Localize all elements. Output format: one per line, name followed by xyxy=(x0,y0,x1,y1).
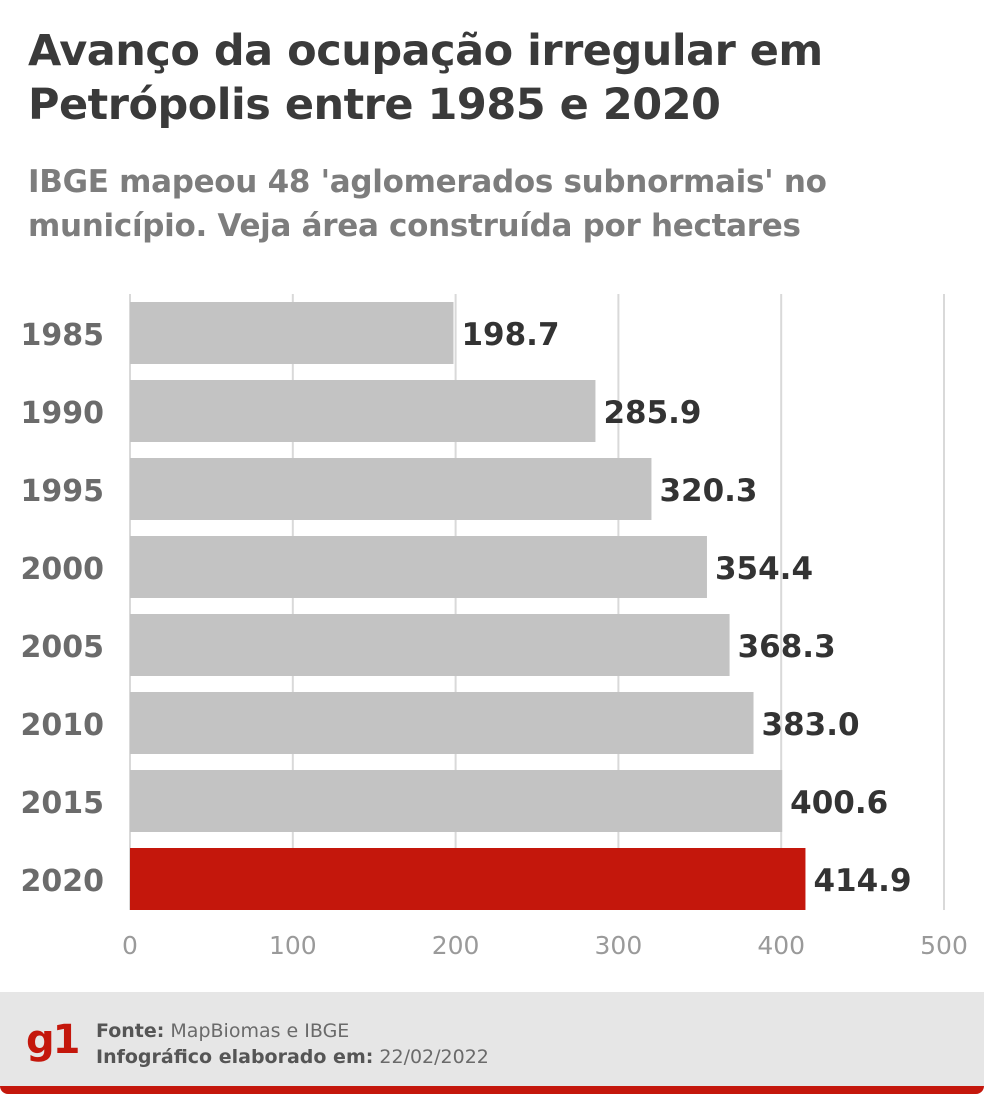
bar xyxy=(130,458,652,520)
y-tick-label: 1995 xyxy=(21,474,105,509)
bar xyxy=(130,848,806,910)
y-tick-label: 2005 xyxy=(21,630,105,665)
x-tick-label: 0 xyxy=(122,931,138,960)
date-value: 22/02/2022 xyxy=(379,1046,489,1068)
bar-value-label: 320.3 xyxy=(659,473,757,509)
x-tick-label: 500 xyxy=(920,931,968,960)
bar xyxy=(130,770,783,832)
bar-value-label: 400.6 xyxy=(790,785,888,821)
footer xyxy=(0,992,984,1086)
source-label: Fonte: xyxy=(96,1020,165,1042)
bar-value-label: 285.9 xyxy=(603,395,701,431)
x-tick-label: 300 xyxy=(595,931,643,960)
bar xyxy=(130,380,596,442)
y-tick-label: 1990 xyxy=(21,396,105,431)
bar-chart: 198.71985285.91990320.31995354.42000368.… xyxy=(21,294,968,960)
bar-value-label: 354.4 xyxy=(715,551,813,587)
g1-logo[interactable]: g1 xyxy=(26,1017,80,1063)
chart-title: Avanço da ocupação irregular em Petrópol… xyxy=(28,26,823,130)
chart-subtitle: IBGE mapeou 48 'aglomerados subnormais' … xyxy=(28,164,827,244)
bar xyxy=(130,692,754,754)
x-tick-label: 100 xyxy=(269,931,317,960)
footer-accent-line xyxy=(0,1086,984,1094)
bar-value-label: 383.0 xyxy=(762,707,860,743)
source-block: Fonte: MapBiomas e IBGE Infográfico elab… xyxy=(96,1018,489,1070)
y-tick-label: 2010 xyxy=(21,708,105,743)
bar-value-label: 368.3 xyxy=(738,629,836,665)
y-tick-label: 1985 xyxy=(21,318,105,353)
bar xyxy=(130,302,454,364)
bar xyxy=(130,614,730,676)
y-tick-label: 2020 xyxy=(21,864,105,899)
y-tick-label: 2000 xyxy=(21,552,105,587)
source-line: Fonte: MapBiomas e IBGE xyxy=(96,1018,489,1044)
source-value: MapBiomas e IBGE xyxy=(170,1020,350,1042)
y-tick-label: 2015 xyxy=(21,786,105,821)
date-label: Infográfico elaborado em: xyxy=(96,1046,374,1068)
bar xyxy=(130,536,707,598)
bar-value-label: 198.7 xyxy=(461,317,559,353)
bar-value-label: 414.9 xyxy=(813,863,911,899)
date-line: Infográfico elaborado em: 22/02/2022 xyxy=(96,1044,489,1070)
x-tick-label: 400 xyxy=(757,931,805,960)
x-tick-label: 200 xyxy=(432,931,480,960)
